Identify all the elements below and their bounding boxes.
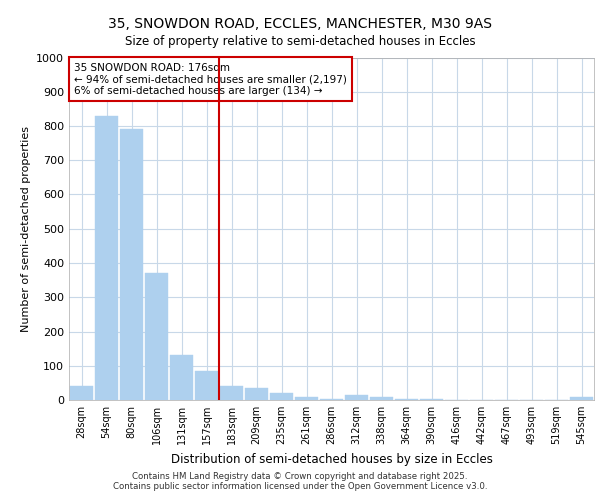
Text: 35, SNOWDON ROAD, ECCLES, MANCHESTER, M30 9AS: 35, SNOWDON ROAD, ECCLES, MANCHESTER, M3… — [108, 18, 492, 32]
Bar — [145, 274, 168, 400]
Bar — [120, 130, 143, 400]
Bar — [195, 371, 218, 400]
Bar — [70, 386, 93, 400]
Y-axis label: Number of semi-detached properties: Number of semi-detached properties — [20, 126, 31, 332]
Bar — [320, 399, 343, 400]
Text: 35 SNOWDON ROAD: 176sqm
← 94% of semi-detached houses are smaller (2,197)
6% of : 35 SNOWDON ROAD: 176sqm ← 94% of semi-de… — [74, 62, 347, 96]
Text: Size of property relative to semi-detached houses in Eccles: Size of property relative to semi-detach… — [125, 35, 475, 48]
Bar — [95, 116, 118, 400]
Text: Contains HM Land Registry data © Crown copyright and database right 2025.
Contai: Contains HM Land Registry data © Crown c… — [113, 472, 487, 491]
Bar — [220, 386, 243, 400]
Bar — [245, 388, 268, 400]
Bar — [570, 398, 593, 400]
Bar — [370, 396, 393, 400]
Bar — [345, 395, 368, 400]
X-axis label: Distribution of semi-detached houses by size in Eccles: Distribution of semi-detached houses by … — [170, 452, 493, 466]
Bar — [295, 398, 318, 400]
Bar — [270, 393, 293, 400]
Bar — [170, 356, 193, 400]
